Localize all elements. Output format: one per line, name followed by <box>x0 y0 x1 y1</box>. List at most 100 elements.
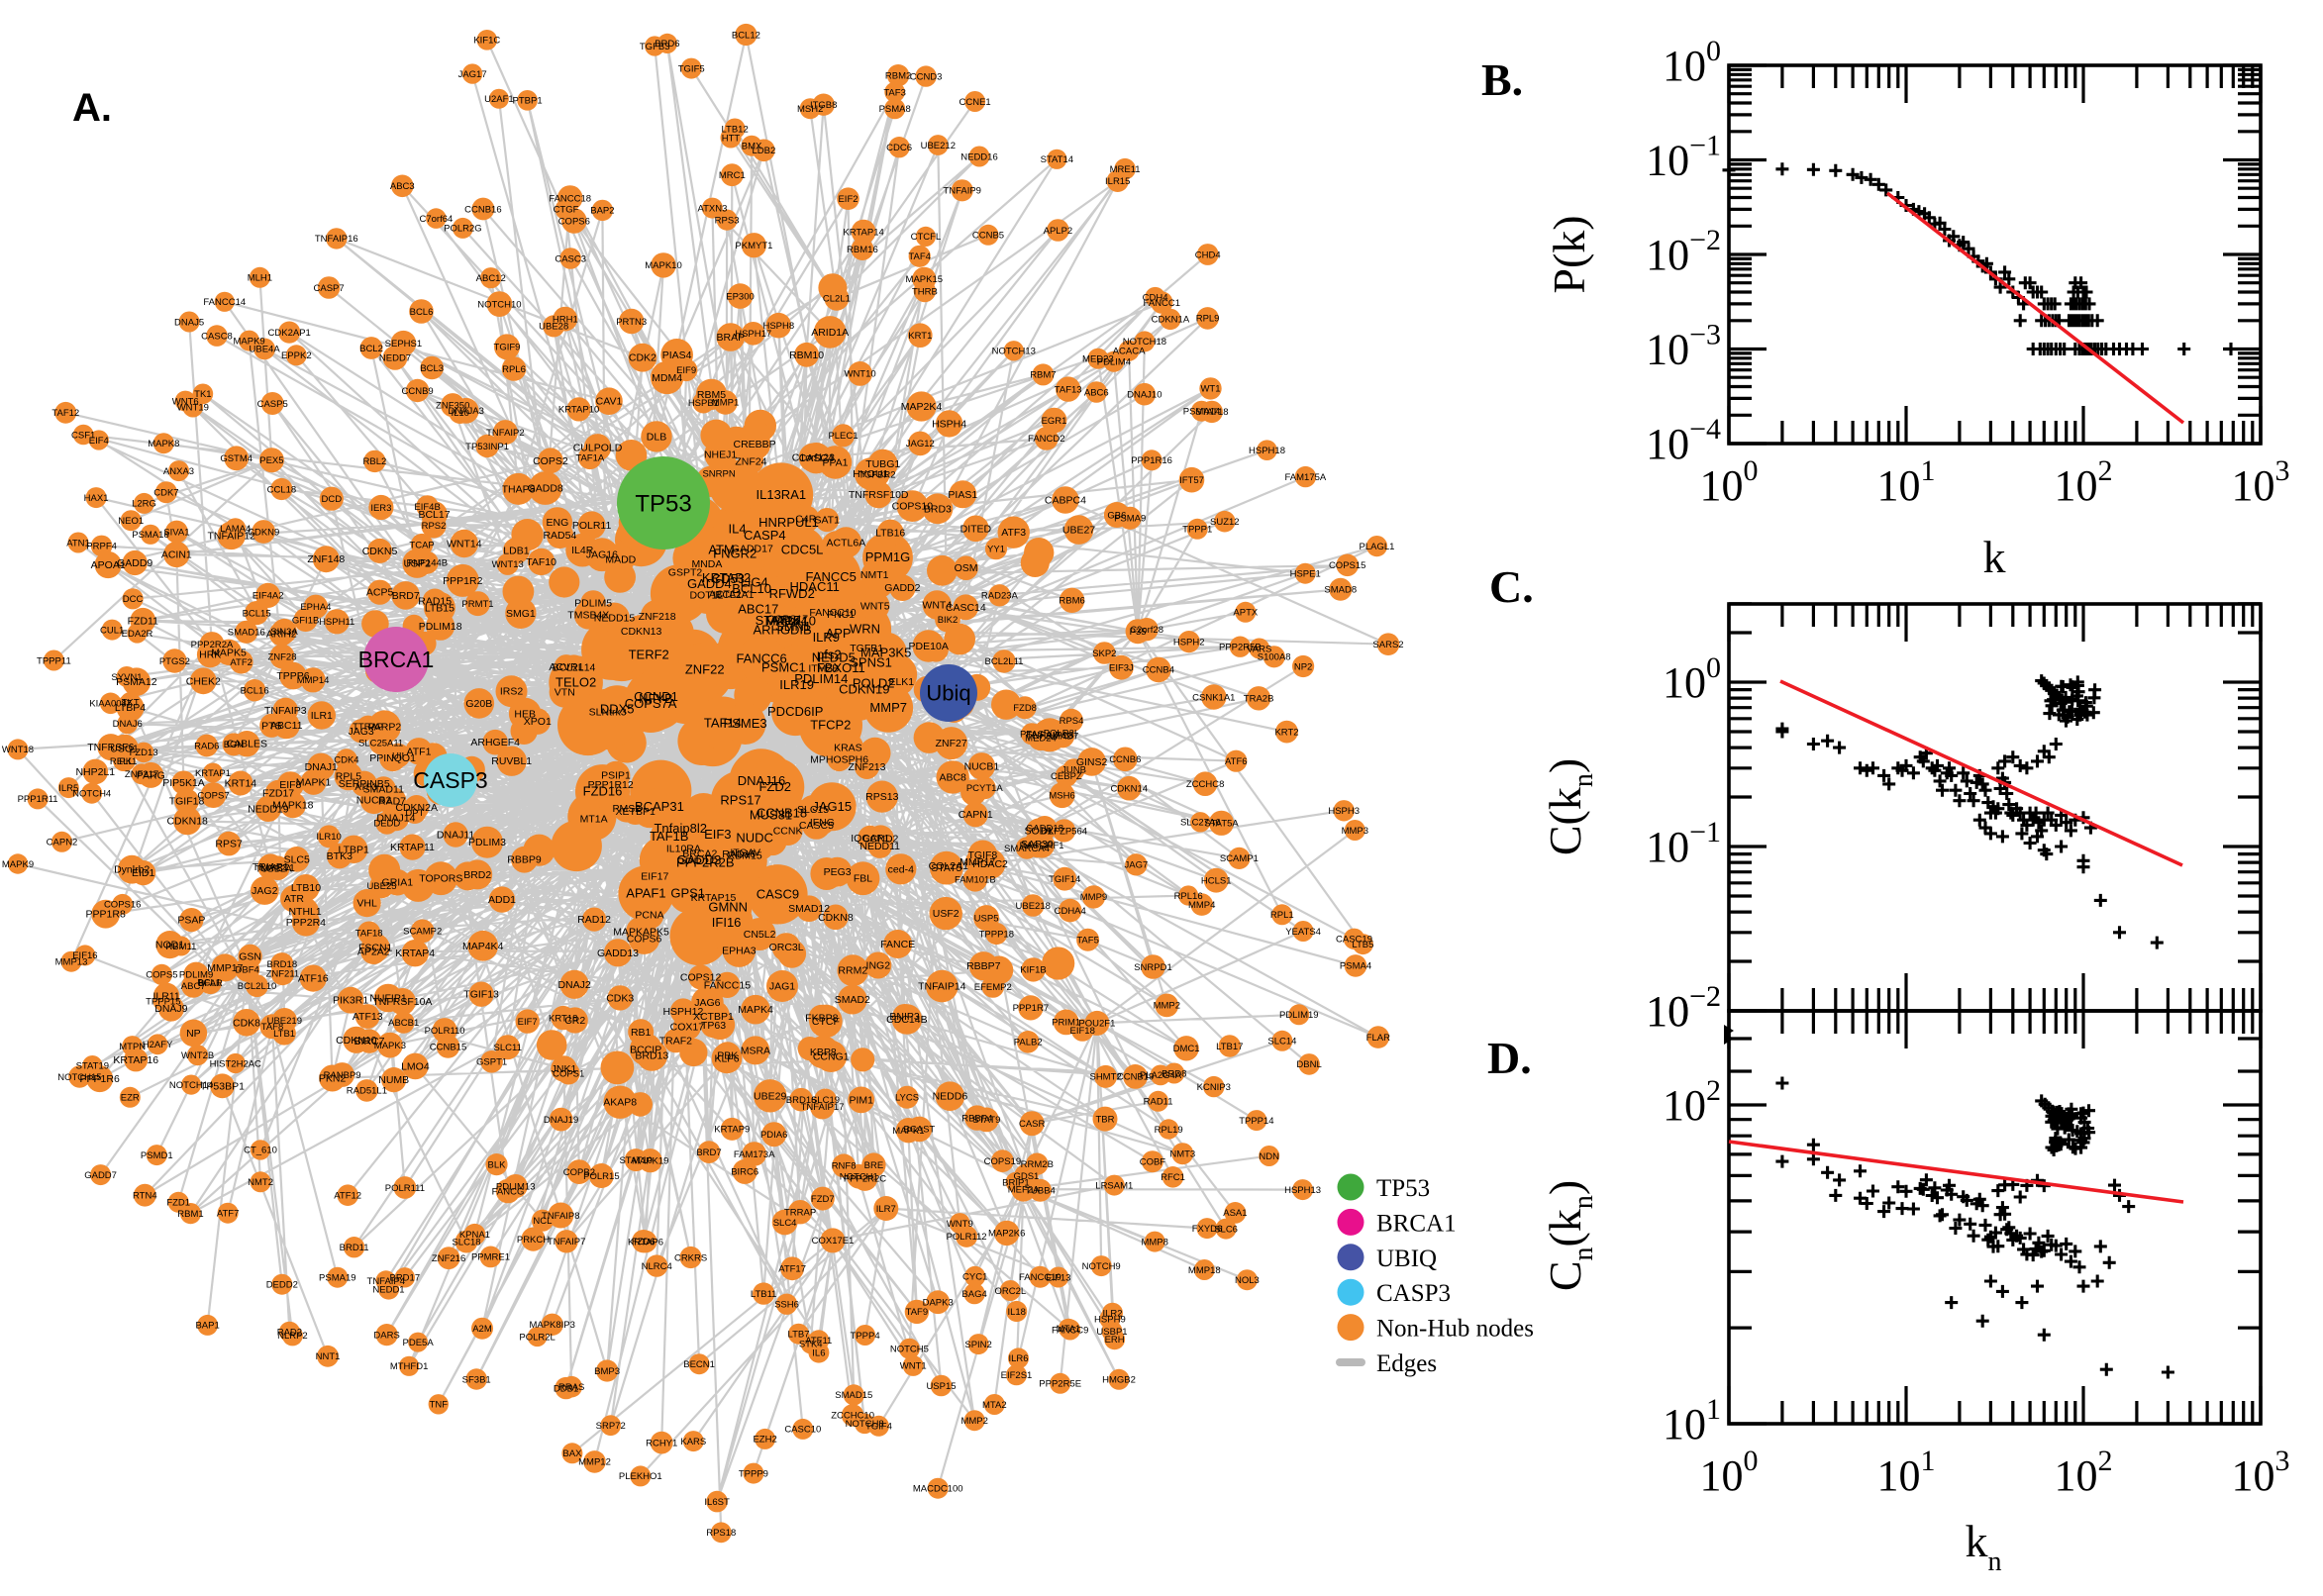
svg-text:PKMYT1: PKMYT1 <box>735 241 772 251</box>
svg-text:KRTAP16: KRTAP16 <box>113 1054 158 1066</box>
svg-text:LRSAM1: LRSAM1 <box>1095 1180 1133 1191</box>
svg-text:TNFRSF6: TNFRSF6 <box>87 742 134 753</box>
svg-text:ABC12: ABC12 <box>476 273 506 284</box>
svg-text:CDK3: CDK3 <box>606 992 634 1004</box>
svg-text:MMP2: MMP2 <box>960 1416 987 1427</box>
svg-text:PDLIM13: PDLIM13 <box>496 1181 536 1192</box>
svg-text:JAG1: JAG1 <box>769 981 795 993</box>
svg-text:CDC5L: CDC5L <box>781 542 824 556</box>
svg-text:MNDA: MNDA <box>691 558 722 570</box>
svg-text:BCL3: BCL3 <box>420 363 444 374</box>
svg-text:MMP9: MMP9 <box>1080 892 1107 903</box>
svg-text:BIRC6: BIRC6 <box>731 1167 758 1178</box>
svg-text:JAG17: JAG17 <box>458 69 487 80</box>
svg-text:SPIN2: SPIN2 <box>964 1340 991 1350</box>
svg-text:GADD3: GADD3 <box>677 852 722 867</box>
svg-text:RRAS: RRAS <box>558 1382 584 1393</box>
svg-text:HTT: HTT <box>722 133 741 144</box>
svg-text:CCNE1: CCNE1 <box>959 97 990 108</box>
svg-text:CDKN18: CDKN18 <box>166 816 208 828</box>
svg-text:TPPP9: TPPP9 <box>739 1468 768 1479</box>
svg-text:10−2: 10−2 <box>1646 980 1721 1036</box>
svg-text:H2AFY: H2AFY <box>143 1040 173 1050</box>
svg-text:ILR15: ILR15 <box>1105 176 1130 187</box>
svg-text:MADD: MADD <box>605 553 636 565</box>
svg-text:TP53BP1: TP53BP1 <box>200 1080 245 1092</box>
svg-text:BCL2A1: BCL2A1 <box>715 589 754 601</box>
svg-text:RPS2: RPS2 <box>422 521 447 532</box>
svg-text:BTK3: BTK3 <box>327 850 353 862</box>
svg-text:EIF16: EIF16 <box>72 950 97 961</box>
svg-text:BCL2L10: BCL2L10 <box>238 981 277 992</box>
svg-text:HSPH3: HSPH3 <box>1328 806 1360 817</box>
svg-text:TUBB2A: TUBB2A <box>255 864 293 875</box>
svg-text:JAG7: JAG7 <box>1125 860 1149 871</box>
svg-text:HRK: HRK <box>199 649 221 661</box>
svg-text:RAD12: RAD12 <box>577 914 611 926</box>
svg-text:DNAJ2: DNAJ2 <box>557 979 590 991</box>
svg-text:RAD54: RAD54 <box>543 530 576 542</box>
svg-text:POU2F1: POU2F1 <box>1078 1019 1115 1030</box>
svg-text:FANCC5: FANCC5 <box>806 569 857 584</box>
svg-text:ABC7: ABC7 <box>181 981 206 992</box>
svg-text:PPP1R16: PPP1R16 <box>1131 455 1172 466</box>
svg-text:NOTCH9: NOTCH9 <box>1082 1261 1121 1272</box>
svg-text:IQGAP1: IQGAP1 <box>851 833 889 845</box>
svg-text:RPS18: RPS18 <box>706 1528 736 1539</box>
svg-text:DAPK3: DAPK3 <box>923 1298 954 1309</box>
svg-text:PMS2: PMS2 <box>613 803 642 815</box>
svg-text:CDKN13: CDKN13 <box>621 626 662 638</box>
svg-text:PDE5A: PDE5A <box>403 1338 435 1348</box>
svg-text:COPS7: COPS7 <box>197 790 229 801</box>
svg-text:BIK2: BIK2 <box>938 615 959 626</box>
svg-text:HSPH8: HSPH8 <box>762 321 794 332</box>
svg-text:FXYD6: FXYD6 <box>1192 1224 1223 1235</box>
svg-text:IRS2: IRS2 <box>500 686 524 698</box>
svg-text:COPS16: COPS16 <box>104 900 142 911</box>
svg-text:BRD6: BRD6 <box>655 39 679 50</box>
svg-text:GSPT2: GSPT2 <box>668 567 703 579</box>
svg-text:STAT10: STAT10 <box>619 1155 652 1166</box>
svg-text:FZD8: FZD8 <box>1013 703 1037 714</box>
svg-text:MTPN: MTPN <box>119 1042 146 1052</box>
svg-text:DEDD: DEDD <box>373 818 400 829</box>
svg-text:VHL: VHL <box>356 898 377 910</box>
svg-text:SMAD7: SMAD7 <box>1047 731 1079 742</box>
svg-text:SHMT2: SHMT2 <box>1089 1072 1121 1083</box>
svg-text:APOA1: APOA1 <box>91 559 126 571</box>
svg-text:FZD7: FZD7 <box>811 1194 835 1205</box>
svg-text:P(k): P(k) <box>1544 215 1594 293</box>
svg-text:CDH4: CDH4 <box>1143 293 1168 304</box>
svg-text:Edges: Edges <box>1376 1350 1437 1377</box>
svg-text:FSCN1: FSCN1 <box>358 943 393 954</box>
svg-text:PTGS2: PTGS2 <box>159 656 190 667</box>
svg-text:LTB17: LTB17 <box>1216 1042 1243 1052</box>
svg-text:IFNG: IFNG <box>810 817 835 829</box>
svg-text:RBL2: RBL2 <box>363 456 387 467</box>
svg-text:MTHFD1: MTHFD1 <box>390 1361 429 1372</box>
svg-text:DNAJ6: DNAJ6 <box>113 719 143 730</box>
svg-text:CSNK1A1: CSNK1A1 <box>1192 692 1235 703</box>
svg-text:DCC: DCC <box>123 594 144 605</box>
svg-text:CASP3: CASP3 <box>1376 1280 1451 1307</box>
svg-text:MTA2: MTA2 <box>982 1400 1007 1411</box>
svg-text:PSMA18: PSMA18 <box>132 530 169 541</box>
svg-text:EID1: EID1 <box>132 867 155 879</box>
svg-text:PIK3R1: PIK3R1 <box>333 995 368 1007</box>
svg-text:TAF1A: TAF1A <box>575 453 605 464</box>
svg-text:NUDC: NUDC <box>736 831 773 846</box>
svg-text:KRTAP1: KRTAP1 <box>195 768 231 779</box>
svg-text:FBXO11: FBXO11 <box>817 660 865 675</box>
svg-text:NEDD19: NEDD19 <box>248 803 289 815</box>
svg-text:HSPH11: HSPH11 <box>319 617 354 628</box>
svg-text:ATF2: ATF2 <box>230 657 252 668</box>
svg-text:USO1: USO1 <box>110 744 139 755</box>
svg-text:TNFAIP4: TNFAIP4 <box>367 1276 406 1287</box>
svg-text:NUCB2: NUCB2 <box>356 795 392 807</box>
svg-text:BCL16: BCL16 <box>241 686 269 697</box>
svg-text:TTRAP: TTRAP <box>353 722 383 733</box>
svg-text:APLP2: APLP2 <box>1044 226 1073 237</box>
svg-text:TERF2: TERF2 <box>629 647 669 661</box>
svg-text:TPPP14: TPPP14 <box>1239 1116 1273 1127</box>
svg-text:FANCC10: FANCC10 <box>809 607 856 619</box>
